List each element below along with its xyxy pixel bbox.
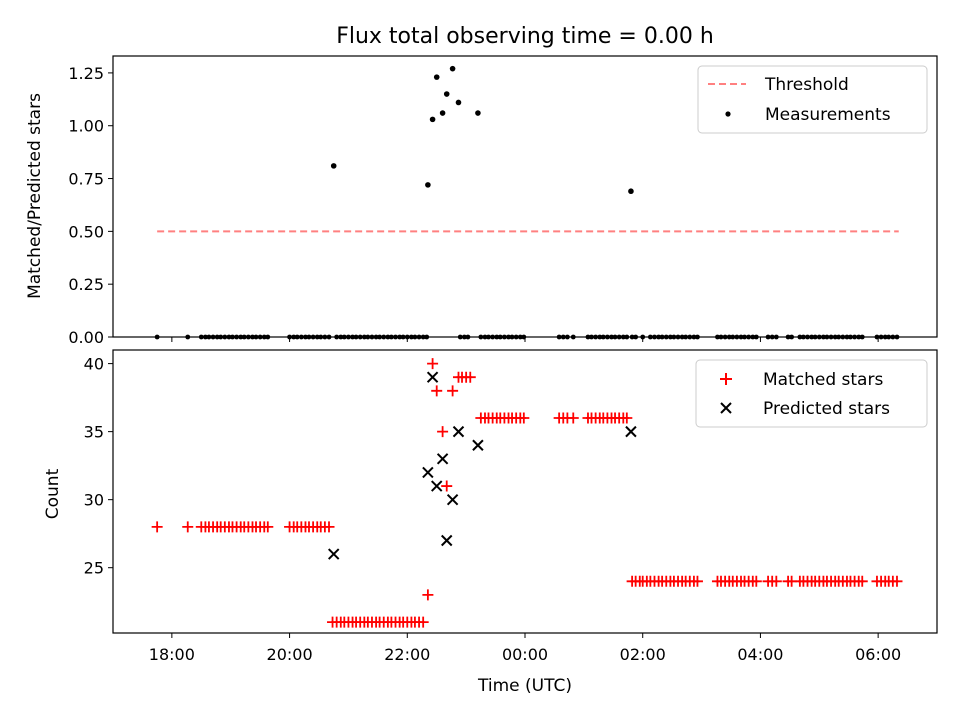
measurement-point xyxy=(433,74,440,80)
legend-predicted-label: Predicted stars xyxy=(763,399,890,419)
top-y-tick-label: 0.50 xyxy=(68,222,104,241)
matched-star-point xyxy=(182,521,194,533)
predicted-star-point xyxy=(431,480,443,492)
legend-threshold-label: Threshold xyxy=(764,75,849,95)
matched-star-point xyxy=(891,575,903,587)
measurement-point xyxy=(439,110,446,116)
matched-star-point xyxy=(464,371,476,383)
x-tick-label: 22:00 xyxy=(384,645,430,664)
matched-star-point xyxy=(856,575,868,587)
legend-measurements-marker xyxy=(725,111,731,117)
measurement-point xyxy=(330,163,337,169)
predicted-star-point xyxy=(328,548,340,560)
legend-measurements-label: Measurements xyxy=(765,105,891,125)
x-tick-label: 04:00 xyxy=(737,645,783,664)
legend-matched-label: Matched stars xyxy=(763,370,883,390)
matched-star-point xyxy=(323,521,335,533)
legend-matched-marker xyxy=(720,373,732,385)
measurement-point xyxy=(475,110,481,116)
top-legend-box xyxy=(697,65,928,134)
predicted-star-point xyxy=(436,453,449,465)
top-chart-title: Flux total observing time = 0.00 h xyxy=(336,24,714,49)
matched-star-point xyxy=(417,616,429,628)
predicted-star-point xyxy=(441,534,453,547)
bottom-legend-box xyxy=(695,359,928,428)
matched-star-point xyxy=(431,385,443,397)
bottom-y-tick-label: 30 xyxy=(84,491,104,510)
measurement-point xyxy=(429,116,436,123)
top-y-axis-label: Matched/Predicted stars xyxy=(25,93,45,299)
bottom-y-axis-label: Count xyxy=(43,468,63,519)
bottom-y-tick-label: 35 xyxy=(84,423,104,442)
top-y-tick-label: 0.25 xyxy=(68,275,104,294)
measurement-point xyxy=(628,188,634,195)
matched-star-point xyxy=(770,575,782,587)
top-y-tick-label: 1.00 xyxy=(68,117,104,136)
bottom-legend: Matched stars Predicted stars xyxy=(695,359,928,428)
x-tick-label: 02:00 xyxy=(620,645,666,664)
matched-star-point xyxy=(422,589,434,601)
top-y-tick-label: 0.00 xyxy=(68,328,104,347)
x-axis-label: Time (UTC) xyxy=(477,676,572,696)
predicted-star-point xyxy=(452,425,465,438)
matched-star-point xyxy=(621,412,633,424)
measurement-point xyxy=(455,99,462,106)
matched-star-point xyxy=(262,521,274,533)
matched-star-point xyxy=(691,575,703,587)
matched-star-point xyxy=(437,426,449,438)
matched-star-point xyxy=(447,385,459,397)
top-plot-area: 0.00 0.25 0.50 0.75 1.00 1.25 xyxy=(68,64,900,347)
predicted-star-point xyxy=(446,493,459,506)
matched-star-point xyxy=(567,412,579,424)
matched-star-point xyxy=(441,480,453,492)
matched-star-point xyxy=(151,521,163,533)
top-axes-frame xyxy=(112,55,938,338)
bottom-y-tick-label: 25 xyxy=(84,559,104,578)
predicted-star-point xyxy=(422,466,434,479)
top-y-tick-label: 0.75 xyxy=(68,170,104,189)
top-legend: Threshold Measurements xyxy=(697,65,928,134)
predicted-star-point xyxy=(625,425,637,438)
x-tick-label: 20:00 xyxy=(267,645,313,664)
x-tick-label: 06:00 xyxy=(855,645,901,664)
matched-star-point xyxy=(750,575,762,587)
bottom-plot-area: 25 30 35 40 18:00 20:00 22:00 00:00 02:00 04:00 06… xyxy=(84,355,903,664)
bottom-axes-frame xyxy=(112,349,938,634)
predicted-star-point xyxy=(426,371,439,383)
predicted-star-point xyxy=(472,439,484,451)
legend-predicted-marker xyxy=(720,402,732,414)
matched-star-point xyxy=(427,358,439,370)
x-tick-label: 18:00 xyxy=(149,645,195,664)
measurement-point xyxy=(425,182,431,188)
top-y-tick-label: 1.25 xyxy=(68,64,104,83)
measurement-point xyxy=(443,91,450,97)
measurement-point xyxy=(449,65,456,72)
bottom-y-tick-label: 40 xyxy=(84,355,104,374)
x-tick-label: 00:00 xyxy=(502,645,548,664)
matched-star-point xyxy=(518,412,530,424)
